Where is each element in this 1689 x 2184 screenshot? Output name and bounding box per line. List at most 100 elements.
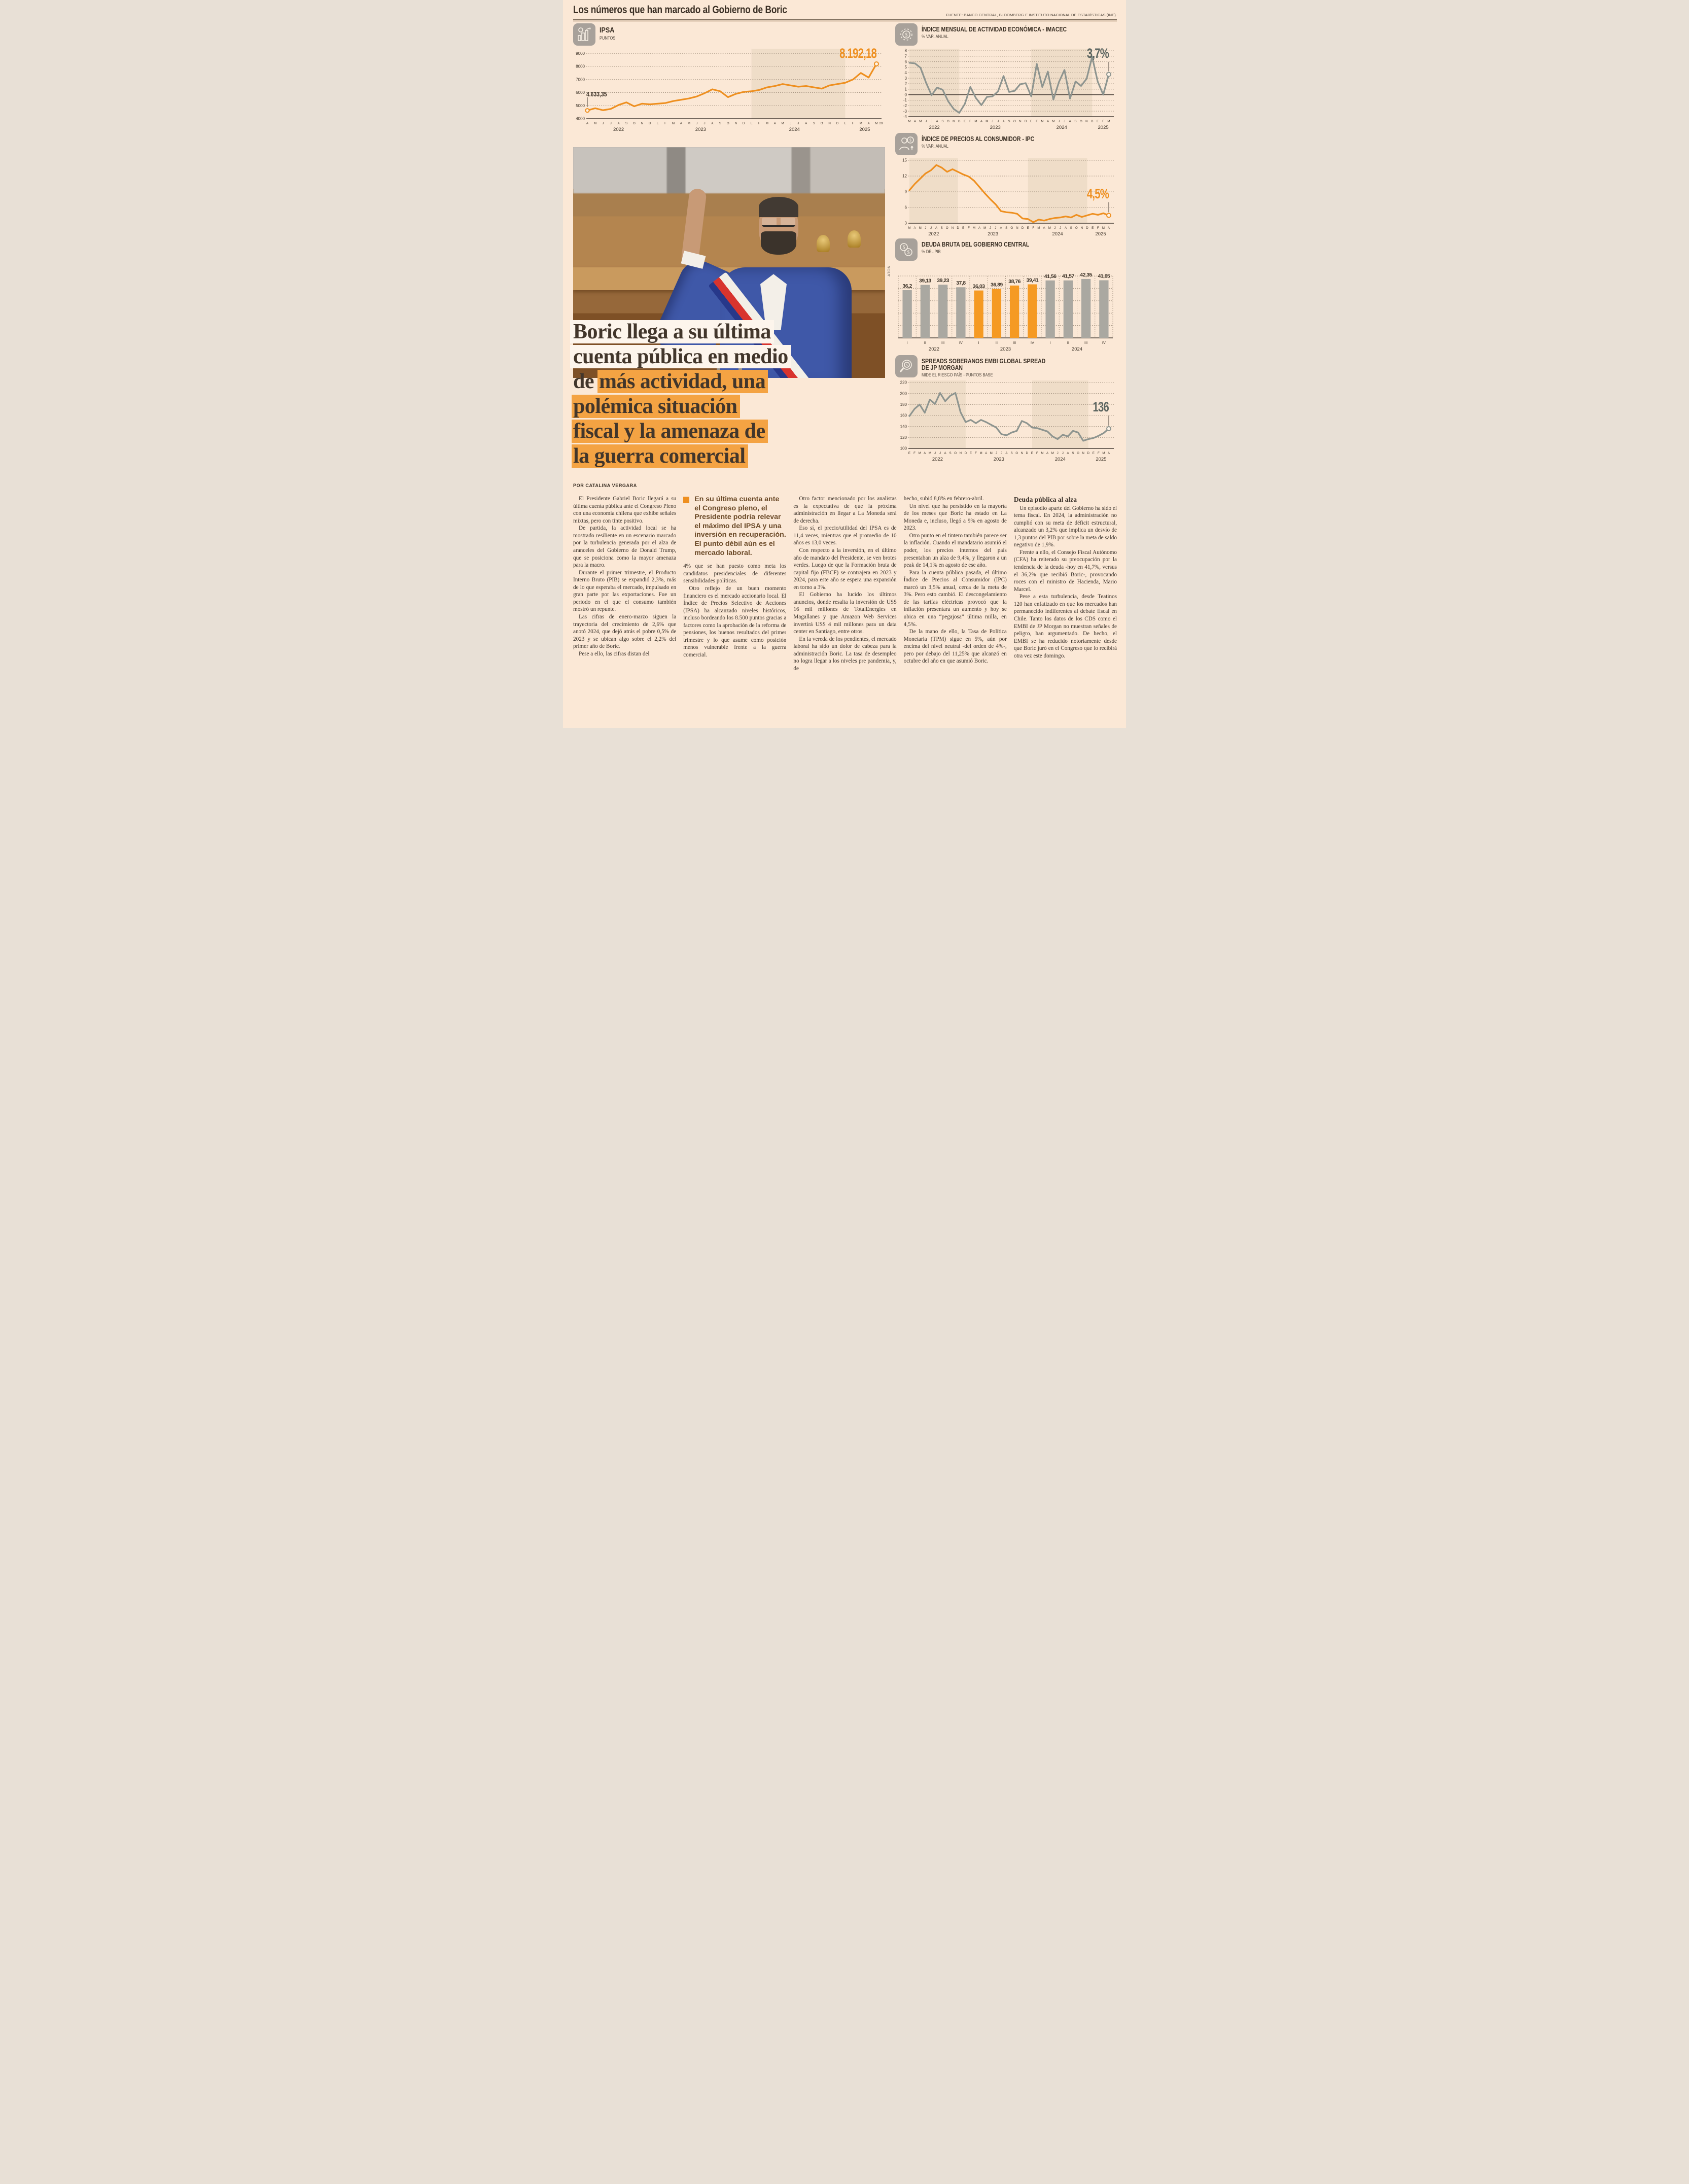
paragraph: En la vereda de los pendientes, el merca… xyxy=(793,636,897,672)
svg-text:$: $ xyxy=(906,363,908,367)
svg-text:3: 3 xyxy=(905,76,907,81)
bar-chart-dollar-icon xyxy=(573,23,595,46)
svg-text:M: M xyxy=(688,122,690,125)
byline: POR CATALINA VERGARA xyxy=(573,483,637,488)
svg-text:4: 4 xyxy=(905,71,907,75)
svg-text:9: 9 xyxy=(905,190,907,194)
svg-text:F: F xyxy=(975,452,977,455)
svg-text:E: E xyxy=(1097,120,1099,123)
svg-text:O: O xyxy=(1077,452,1079,455)
svg-text:O: O xyxy=(1010,226,1013,230)
svg-text:J: J xyxy=(990,226,991,230)
chart-subtitle: PUNTOS xyxy=(600,35,616,41)
svg-text:F: F xyxy=(1098,452,1100,455)
svg-text:A: A xyxy=(1067,452,1069,455)
pull-quote: En su última cuenta ante el Congreso ple… xyxy=(683,495,786,558)
svg-text:6000: 6000 xyxy=(576,90,585,95)
svg-text:N: N xyxy=(952,226,954,230)
chart-title: IPSA xyxy=(600,26,615,34)
svg-text:F: F xyxy=(758,122,760,125)
svg-text:E: E xyxy=(844,122,846,125)
magnifier-coin-icon: $ xyxy=(895,355,918,377)
svg-text:J: J xyxy=(930,226,932,230)
svg-text:5: 5 xyxy=(905,65,907,70)
svg-text:6: 6 xyxy=(905,205,907,210)
svg-text:180: 180 xyxy=(900,402,907,407)
article-body: El Presidente Gabriel Boric llegará a su… xyxy=(573,495,1117,721)
svg-text:E: E xyxy=(962,226,964,230)
svg-text:N: N xyxy=(1016,226,1018,230)
svg-text:O: O xyxy=(821,122,823,125)
paragraph: Otro punto en el tintero también parece … xyxy=(903,532,1007,569)
svg-text:J: J xyxy=(704,122,706,125)
svg-text:41,65: 41,65 xyxy=(1098,273,1110,279)
svg-text:S: S xyxy=(719,122,721,125)
svg-text:E: E xyxy=(908,452,910,455)
svg-text:N: N xyxy=(734,122,736,125)
svg-text:II: II xyxy=(996,340,998,345)
svg-text:I: I xyxy=(907,340,908,345)
svg-text:J: J xyxy=(797,122,799,125)
svg-text:N: N xyxy=(1019,120,1021,123)
svg-text:140: 140 xyxy=(900,425,907,429)
svg-text:E: E xyxy=(750,122,752,125)
svg-text:2024: 2024 xyxy=(1055,457,1066,462)
svg-text:N: N xyxy=(960,452,962,455)
svg-text:O: O xyxy=(1013,120,1016,123)
svg-text:D: D xyxy=(1087,452,1089,455)
article-column-5: Deuda pública al alza Un episodio aparte … xyxy=(1014,495,1117,721)
svg-text:A: A xyxy=(936,120,939,123)
svg-text:J: J xyxy=(1057,452,1059,455)
coins-icon: $ $ xyxy=(895,238,918,261)
svg-text:2022: 2022 xyxy=(929,346,939,352)
svg-text:J: J xyxy=(1058,120,1060,123)
svg-text:29: 29 xyxy=(879,122,883,125)
svg-text:A: A xyxy=(1046,452,1049,455)
svg-text:D: D xyxy=(836,122,839,125)
svg-text:160: 160 xyxy=(900,413,907,418)
paragraph: Durante el primer trimestre, el Producto… xyxy=(573,569,677,613)
svg-text:J: J xyxy=(931,120,932,123)
svg-text:D: D xyxy=(965,452,967,455)
svg-text:E: E xyxy=(1093,452,1095,455)
svg-text:O: O xyxy=(727,122,729,125)
svg-text:D: D xyxy=(1086,226,1088,230)
ipsa-plot: 9000 8000 7000 6000 5000 4000 A M J J A S O N D E F M A M J J… xyxy=(573,47,884,134)
svg-text:M: M xyxy=(782,122,784,125)
source-note: FUENTE: BANCO CENTRAL, BLOOMBERG E INSTI… xyxy=(946,13,1117,17)
orange-square-bullet xyxy=(683,497,690,503)
svg-text:F: F xyxy=(969,120,971,123)
svg-text:8: 8 xyxy=(905,49,907,53)
deuda-plot: 36,2 I 39,13 II 39,23 III 37,8 IV 36,03 I 36,89 II 3… xyxy=(895,262,1116,354)
svg-text:F: F xyxy=(664,122,666,125)
svg-text:42,35: 42,35 xyxy=(1080,272,1092,278)
svg-text:J: J xyxy=(997,120,999,123)
article-column-4: hecho, subió 8,8% en febrero-abril. Un ni… xyxy=(904,495,1007,721)
svg-text:15: 15 xyxy=(902,158,907,163)
svg-text:36,2: 36,2 xyxy=(902,283,912,289)
svg-text:-1: -1 xyxy=(903,98,907,102)
svg-text:S: S xyxy=(1074,120,1076,123)
paragraph: 4% que se han puesto como meta los candi… xyxy=(683,563,787,584)
svg-text:M: M xyxy=(983,226,986,230)
svg-text:M: M xyxy=(766,122,768,125)
svg-text:2024: 2024 xyxy=(789,127,800,132)
svg-text:9000: 9000 xyxy=(576,51,585,56)
svg-text:O: O xyxy=(954,452,957,455)
svg-text:J: J xyxy=(790,122,791,125)
svg-text:N: N xyxy=(953,120,955,123)
svg-text:D: D xyxy=(649,122,651,125)
svg-text:D: D xyxy=(957,226,959,230)
svg-text:J: J xyxy=(610,122,612,125)
svg-text:I: I xyxy=(978,340,979,345)
page-title: Los números que han marcado al Gobierno … xyxy=(573,4,787,16)
paragraph: Eso sí, el precio/utilidad del IPSA es d… xyxy=(793,525,897,546)
svg-text:O: O xyxy=(947,120,949,123)
svg-text:J: J xyxy=(934,452,936,455)
svg-text:2025: 2025 xyxy=(1098,125,1109,130)
svg-text:$: $ xyxy=(909,138,911,143)
svg-text:S: S xyxy=(1005,226,1007,230)
chart-subtitle: % VAR. ANUAL xyxy=(922,144,948,149)
headline-line: fiscal y la amenaza de xyxy=(573,420,765,443)
svg-text:J: J xyxy=(696,122,697,125)
